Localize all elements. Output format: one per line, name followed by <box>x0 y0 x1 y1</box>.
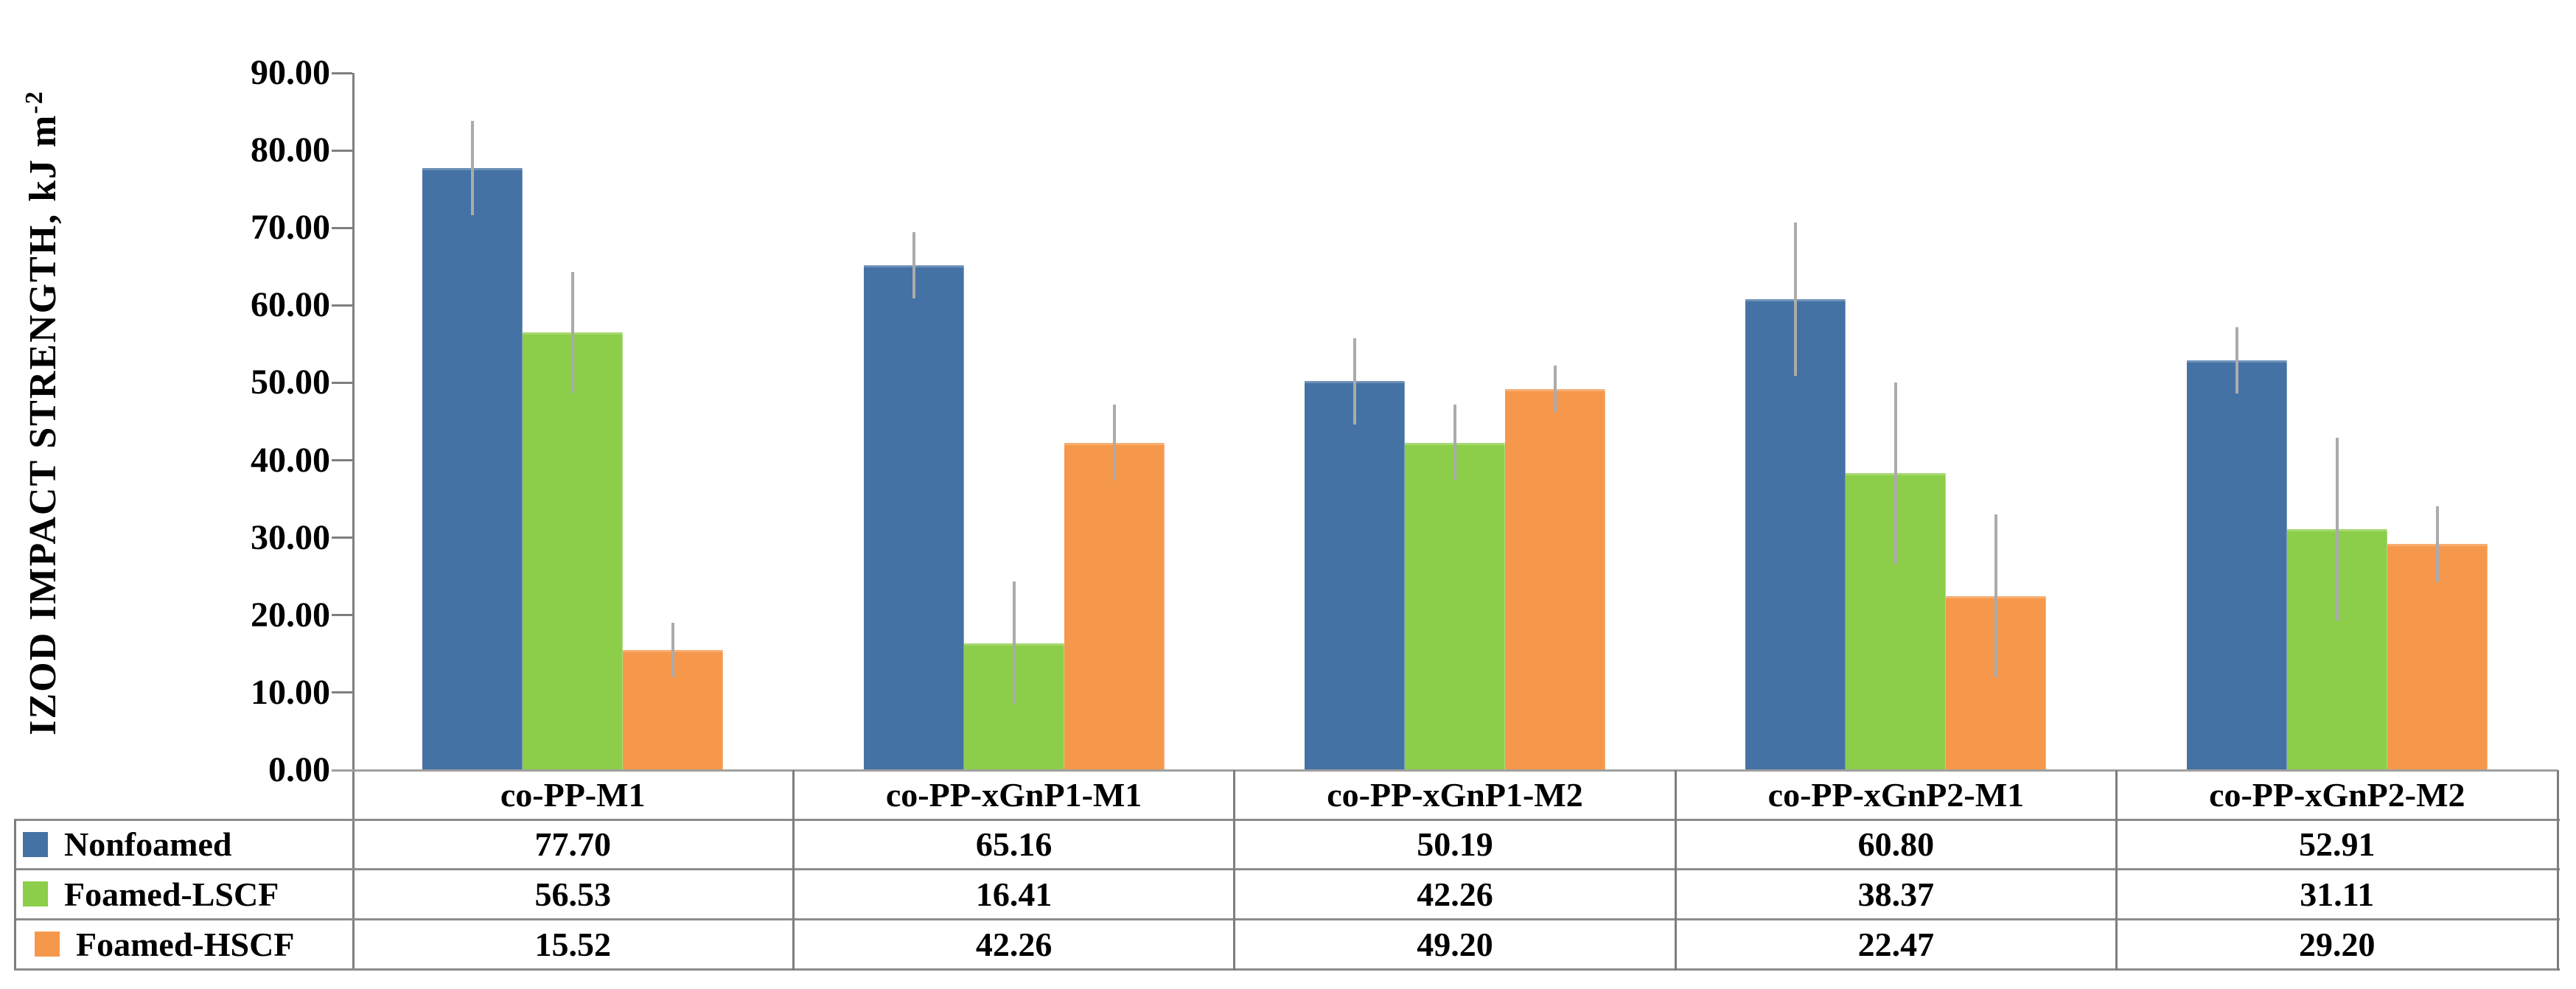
table-border-vertical <box>1233 770 1236 971</box>
error-bar <box>2435 506 2439 582</box>
legend-swatch <box>35 932 60 957</box>
y-tick-label: 30.00 <box>251 517 330 557</box>
error-bar <box>1554 366 1557 413</box>
y-tick-mark <box>332 149 352 152</box>
category-header-cell: co-PP-xGnP1-M2 <box>1327 776 1583 814</box>
legend-swatch <box>23 831 48 857</box>
value-cell: 77.70 <box>534 825 611 864</box>
value-cell: 49.20 <box>1417 925 1493 963</box>
value-cell: 29.20 <box>2299 925 2376 963</box>
series-label: Nonfoamed <box>64 825 232 864</box>
y-tick-label: 80.00 <box>251 130 330 170</box>
legend-key-foamed-lscf: Foamed-LSCF <box>14 870 352 920</box>
y-tick-mark <box>332 304 352 307</box>
y-axis-title: IZOD IMPACT STRENGTH, kJ m-2 <box>21 90 65 735</box>
table-border-vertical <box>792 770 795 971</box>
x-axis-line <box>332 769 2558 772</box>
table-border-horizontal <box>14 868 2560 871</box>
y-tick-mark <box>332 691 352 694</box>
value-cell: 52.91 <box>2299 825 2376 864</box>
error-bar <box>1894 382 1898 564</box>
bar-nonfoamed-co-pp-xgnp1-m1 <box>863 265 964 770</box>
category-header-cell: co-PP-xGnP1-M1 <box>885 776 1142 814</box>
legend-key-nonfoamed: Nonfoamed <box>14 819 352 870</box>
error-bar <box>671 623 675 677</box>
y-tick-label: 0.00 <box>268 750 330 789</box>
category-header-cell: co-PP-M1 <box>500 776 646 814</box>
y-tick-label: 10.00 <box>251 672 330 712</box>
y-axis-line <box>352 73 355 969</box>
error-bar <box>1453 405 1456 481</box>
table-border-vertical <box>2115 770 2118 971</box>
error-bar <box>571 271 575 393</box>
table-border-horizontal <box>14 818 2560 821</box>
value-cell: 42.26 <box>975 925 1053 963</box>
legend-key-foamed-hscf: Foamed-HSCF <box>14 919 352 969</box>
table-border-vertical <box>2556 770 2559 971</box>
error-bar <box>1012 581 1016 705</box>
bar-foamed-hscf-co-pp-xgnp1-m2 <box>1505 388 1605 770</box>
table-border-horizontal <box>14 918 2560 920</box>
value-cell: 65.16 <box>975 825 1053 864</box>
bar-foamed-hscf-co-pp-xgnp1-m1 <box>1064 442 1165 770</box>
error-bar <box>1112 405 1116 481</box>
value-cell: 16.41 <box>975 875 1053 913</box>
series-label: Foamed-HSCF <box>76 925 295 963</box>
bar-foamed-lscf-co-pp-m1 <box>523 332 624 770</box>
bar-nonfoamed-co-pp-xgnp2-m2 <box>2186 360 2287 770</box>
y-tick-label: 40.00 <box>251 440 330 480</box>
error-bar <box>2235 326 2238 394</box>
y-tick-label: 50.00 <box>251 363 330 402</box>
value-cell: 60.80 <box>1857 825 1935 864</box>
error-bar <box>912 231 915 299</box>
table-border-vertical <box>1674 770 1677 971</box>
bar-nonfoamed-co-pp-m1 <box>422 168 523 770</box>
error-bar <box>1794 222 1798 376</box>
y-tick-mark <box>332 537 352 539</box>
value-cell: 22.47 <box>1857 925 1935 963</box>
error-bar <box>2335 437 2339 621</box>
error-bar <box>1353 338 1356 425</box>
value-cell: 42.26 <box>1417 875 1493 913</box>
y-tick-label: 90.00 <box>251 53 330 92</box>
y-tick-mark <box>332 226 352 229</box>
bar-nonfoamed-co-pp-xgnp1-m2 <box>1305 381 1405 770</box>
legend-swatch <box>23 881 48 907</box>
table-border-left <box>14 819 16 969</box>
value-cell: 31.11 <box>2300 875 2375 913</box>
table-border-horizontal <box>14 968 2560 971</box>
error-bar <box>471 121 475 216</box>
error-bar <box>1994 514 1998 678</box>
y-tick-label: 20.00 <box>251 595 330 635</box>
value-cell: 56.53 <box>534 875 611 913</box>
y-tick-label: 60.00 <box>251 285 330 325</box>
y-tick-mark <box>332 381 352 384</box>
y-tick-mark <box>332 614 352 617</box>
bar-foamed-lscf-co-pp-xgnp1-m2 <box>1405 442 1505 770</box>
value-cell: 38.37 <box>1857 875 1935 913</box>
y-tick-mark <box>332 71 352 74</box>
category-header-cell: co-PP-xGnP2-M2 <box>2209 776 2465 814</box>
series-label: Foamed-LSCF <box>64 875 279 913</box>
y-tick-mark <box>332 459 352 462</box>
value-cell: 15.52 <box>534 925 611 963</box>
bar-nonfoamed-co-pp-xgnp2-m1 <box>1745 298 1846 770</box>
category-header-cell: co-PP-xGnP2-M1 <box>1767 776 2025 814</box>
value-cell: 50.19 <box>1417 825 1493 864</box>
y-tick-label: 70.00 <box>251 208 330 248</box>
